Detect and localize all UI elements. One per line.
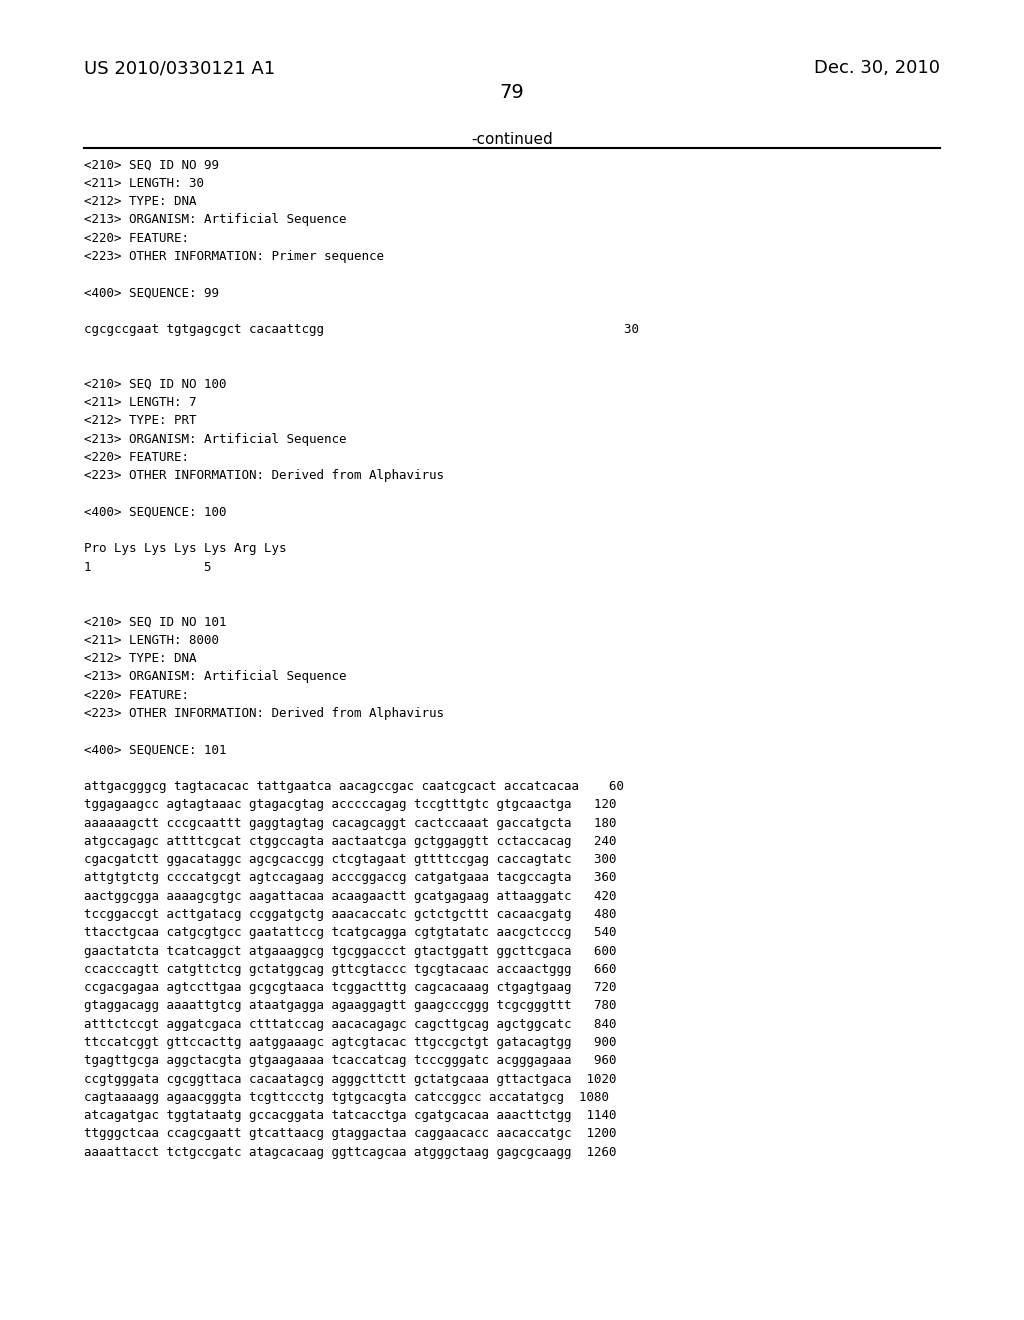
Text: <400> SEQUENCE: 99: <400> SEQUENCE: 99 [84,286,219,300]
Text: <220> FEATURE:: <220> FEATURE: [84,451,189,463]
Text: <212> TYPE: PRT: <212> TYPE: PRT [84,414,197,428]
Text: <223> OTHER INFORMATION: Derived from Alphavirus: <223> OTHER INFORMATION: Derived from Al… [84,469,444,482]
Text: ccacccagtt catgttctcg gctatggcag gttcgtaccc tgcgtacaac accaactggg   660: ccacccagtt catgttctcg gctatggcag gttcgta… [84,962,616,975]
Text: aaaattacct tctgccgatc atagcacaag ggttcagcaa atgggctaag gagcgcaagg  1260: aaaattacct tctgccgatc atagcacaag ggttcag… [84,1146,616,1159]
Text: aactggcgga aaaagcgtgc aagattacaa acaagaactt gcatgagaag attaaggatc   420: aactggcgga aaaagcgtgc aagattacaa acaagaa… [84,890,616,903]
Text: <213> ORGANISM: Artificial Sequence: <213> ORGANISM: Artificial Sequence [84,433,346,446]
Text: <211> LENGTH: 8000: <211> LENGTH: 8000 [84,634,219,647]
Text: 79: 79 [500,83,524,102]
Text: <223> OTHER INFORMATION: Primer sequence: <223> OTHER INFORMATION: Primer sequence [84,249,384,263]
Text: tccggaccgt acttgatacg ccggatgctg aaacaccatc gctctgcttt cacaacgatg   480: tccggaccgt acttgatacg ccggatgctg aaacacc… [84,908,616,921]
Text: <213> ORGANISM: Artificial Sequence: <213> ORGANISM: Artificial Sequence [84,214,346,226]
Text: ttgggctcaa ccagcgaatt gtcattaacg gtaggactaa caggaacacc aacaccatgc  1200: ttgggctcaa ccagcgaatt gtcattaacg gtaggac… [84,1127,616,1140]
Text: cgacgatctt ggacataggc agcgcaccgg ctcgtagaat gttttccgag caccagtatc   300: cgacgatctt ggacataggc agcgcaccgg ctcgtag… [84,853,616,866]
Text: Dec. 30, 2010: Dec. 30, 2010 [814,59,940,78]
Text: US 2010/0330121 A1: US 2010/0330121 A1 [84,59,275,78]
Text: tggagaagcc agtagtaaac gtagacgtag acccccagag tccgtttgtc gtgcaactga   120: tggagaagcc agtagtaaac gtagacgtag accccca… [84,799,616,812]
Text: <210> SEQ ID NO 99: <210> SEQ ID NO 99 [84,158,219,172]
Text: atcagatgac tggtataatg gccacggata tatcacctga cgatgcacaa aaacttctgg  1140: atcagatgac tggtataatg gccacggata tatcacc… [84,1109,616,1122]
Text: tgagttgcga aggctacgta gtgaagaaaa tcaccatcag tcccgggatc acgggagaaa   960: tgagttgcga aggctacgta gtgaagaaaa tcaccat… [84,1055,616,1067]
Text: <210> SEQ ID NO 100: <210> SEQ ID NO 100 [84,378,226,391]
Text: gaactatcta tcatcaggct atgaaaggcg tgcggaccct gtactggatt ggcttcgaca   600: gaactatcta tcatcaggct atgaaaggcg tgcggac… [84,945,616,957]
Text: ccgacgagaa agtccttgaa gcgcgtaaca tcggactttg cagcacaaag ctgagtgaag   720: ccgacgagaa agtccttgaa gcgcgtaaca tcggact… [84,981,616,994]
Text: atgccagagc attttcgcat ctggccagta aactaatcga gctggaggtt cctaccacag   240: atgccagagc attttcgcat ctggccagta aactaat… [84,834,616,847]
Text: cgcgccgaat tgtgagcgct cacaattcgg                                        30: cgcgccgaat tgtgagcgct cacaattcgg 30 [84,323,639,335]
Text: <400> SEQUENCE: 100: <400> SEQUENCE: 100 [84,506,226,519]
Text: ccgtgggata cgcggttaca cacaatagcg agggcttctt gctatgcaaa gttactgaca  1020: ccgtgggata cgcggttaca cacaatagcg agggctt… [84,1072,616,1085]
Text: <210> SEQ ID NO 101: <210> SEQ ID NO 101 [84,615,226,628]
Text: 1               5: 1 5 [84,561,212,574]
Text: attgtgtctg ccccatgcgt agtccagaag acccggaccg catgatgaaa tacgccagta   360: attgtgtctg ccccatgcgt agtccagaag acccgga… [84,871,616,884]
Text: <212> TYPE: DNA: <212> TYPE: DNA [84,652,197,665]
Text: -continued: -continued [471,132,553,147]
Text: ttacctgcaa catgcgtgcc gaatattccg tcatgcagga cgtgtatatc aacgctcccg   540: ttacctgcaa catgcgtgcc gaatattccg tcatgca… [84,927,616,940]
Text: Pro Lys Lys Lys Lys Arg Lys: Pro Lys Lys Lys Lys Arg Lys [84,543,287,556]
Text: <220> FEATURE:: <220> FEATURE: [84,689,189,701]
Text: atttctccgt aggatcgaca ctttatccag aacacagagc cagcttgcag agctggcatc   840: atttctccgt aggatcgaca ctttatccag aacacag… [84,1018,616,1031]
Text: aaaaaagctt cccgcaattt gaggtagtag cacagcaggt cactccaaat gaccatgcta   180: aaaaaagctt cccgcaattt gaggtagtag cacagca… [84,817,616,829]
Text: ttccatcggt gttccacttg aatggaaagc agtcgtacac ttgccgctgt gatacagtgg   900: ttccatcggt gttccacttg aatggaaagc agtcgta… [84,1036,616,1049]
Text: <211> LENGTH: 30: <211> LENGTH: 30 [84,177,204,190]
Text: <220> FEATURE:: <220> FEATURE: [84,231,189,244]
Text: <223> OTHER INFORMATION: Derived from Alphavirus: <223> OTHER INFORMATION: Derived from Al… [84,708,444,719]
Text: <213> ORGANISM: Artificial Sequence: <213> ORGANISM: Artificial Sequence [84,671,346,684]
Text: <212> TYPE: DNA: <212> TYPE: DNA [84,195,197,209]
Text: <400> SEQUENCE: 101: <400> SEQUENCE: 101 [84,743,226,756]
Text: gtaggacagg aaaattgtcg ataatgagga agaaggagtt gaagcccggg tcgcgggttt   780: gtaggacagg aaaattgtcg ataatgagga agaagga… [84,999,616,1012]
Text: cagtaaaagg agaacgggta tcgttccctg tgtgcacgta catccggcc accatatgcg  1080: cagtaaaagg agaacgggta tcgttccctg tgtgcac… [84,1090,609,1104]
Text: <211> LENGTH: 7: <211> LENGTH: 7 [84,396,197,409]
Text: attgacgggcg tagtacacac tattgaatca aacagccgac caatcgcact accatcacaa    60: attgacgggcg tagtacacac tattgaatca aacagc… [84,780,624,793]
